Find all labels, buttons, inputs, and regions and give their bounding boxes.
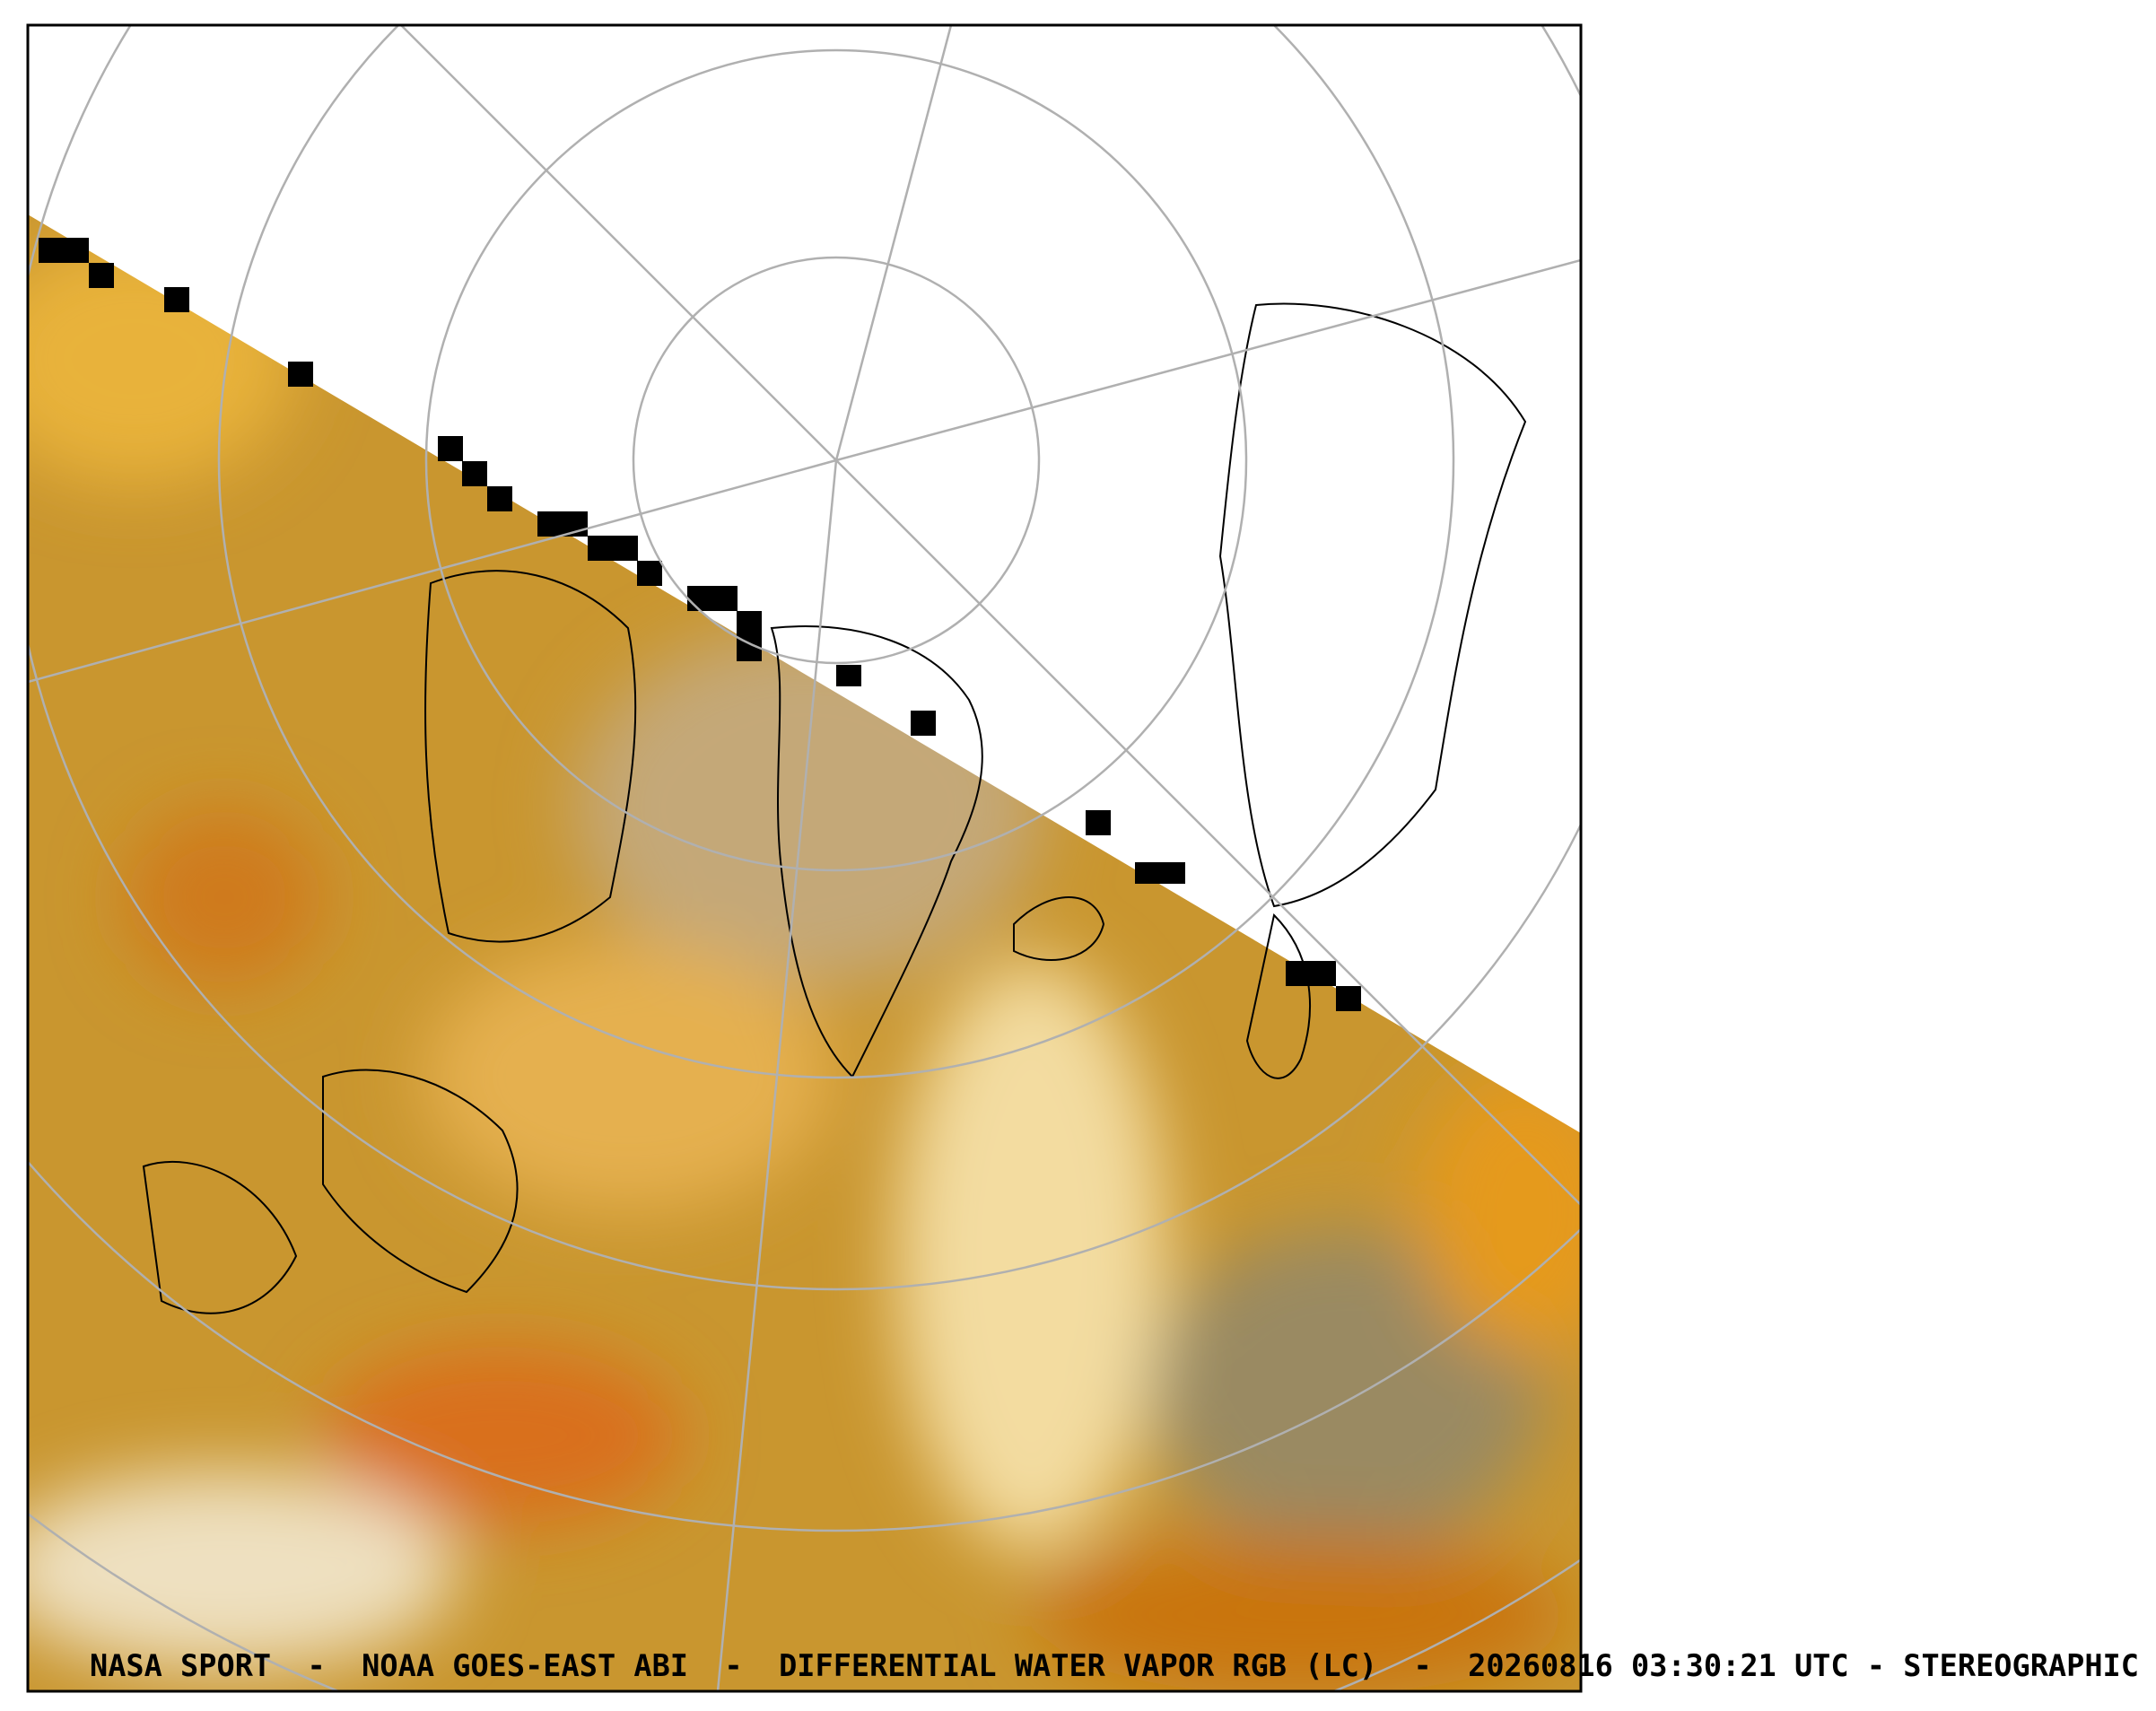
coastlines — [142, 302, 1527, 1314]
water-vapor-field — [28, 25, 1581, 1691]
map-frame — [26, 23, 1583, 1693]
missing-pixels — [39, 238, 1361, 1011]
caption: NASA SPORT - NOAA GOES-EAST ABI - DIFFER… — [90, 1648, 2139, 1684]
